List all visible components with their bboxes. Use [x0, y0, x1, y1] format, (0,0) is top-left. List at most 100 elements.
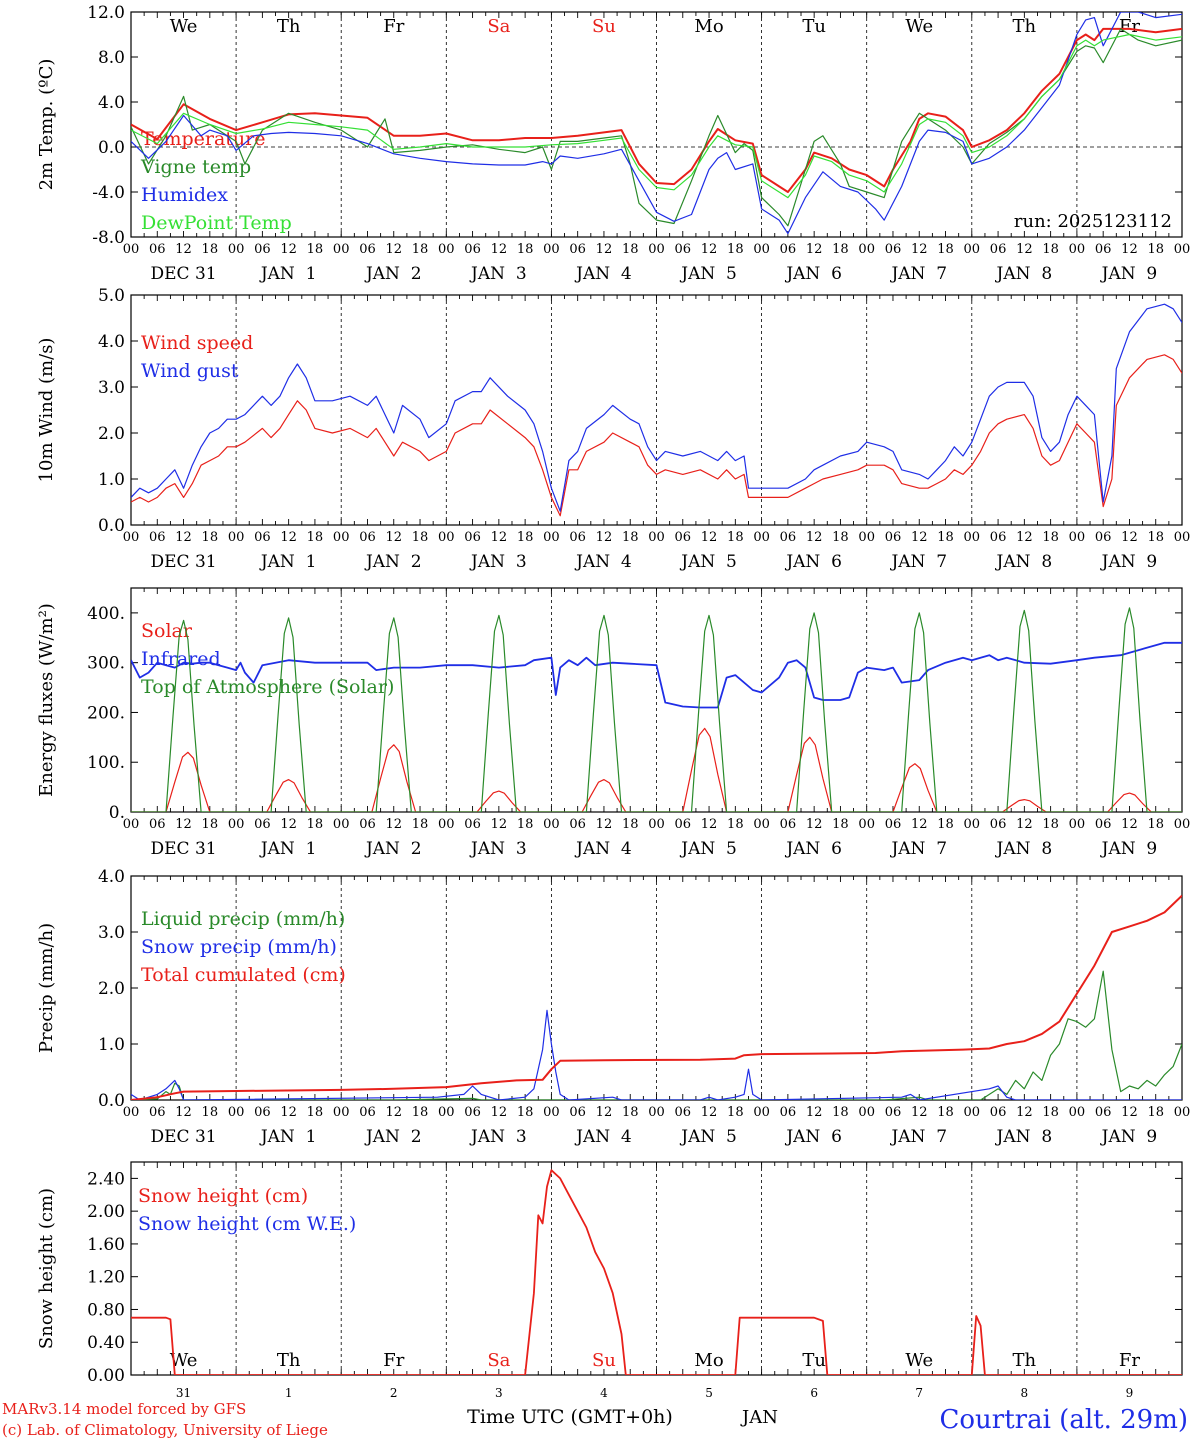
day-label: JAN 2 [364, 1127, 422, 1147]
series-line-infrared [131, 641, 1182, 709]
day-label: JAN 3 [469, 552, 527, 572]
y-tick-label: 3.0 [98, 923, 125, 943]
hour-label: 12 [806, 817, 823, 832]
day-label: JAN 7 [889, 264, 947, 284]
hour-label: 06 [885, 817, 902, 832]
day-label: JAN 3 [469, 264, 527, 284]
hour-label: 00 [964, 817, 981, 832]
y-tick-label: 0.40 [87, 1333, 125, 1353]
day-label: JAN 5 [679, 839, 737, 859]
hour-label: 18 [832, 242, 849, 257]
hour-label: 18 [412, 530, 429, 545]
day-label: JAN 1 [259, 264, 317, 284]
weekday-label: Su [592, 1350, 616, 1371]
day-number: 8 [1021, 1386, 1029, 1400]
y-tick-label: 1.0 [98, 1035, 125, 1055]
hour-label: 00 [1174, 1105, 1191, 1120]
weekday-label: We [905, 16, 933, 37]
hour-label: 18 [622, 817, 639, 832]
y-tick-label: -8.0 [92, 228, 125, 248]
panel-precip: 4.0 3.0 2.0 1.0 0.0 Precip (mm/h) 00 06 12 18 00 06… [36, 867, 1190, 1147]
location-title: Courtrai (alt. 29m) [940, 1405, 1189, 1435]
hour-label: 00 [543, 817, 560, 832]
day-label: JAN 2 [364, 264, 422, 284]
panel-frame [130, 11, 1183, 238]
hour-label: 12 [175, 817, 192, 832]
hour-label: 00 [333, 530, 350, 545]
hour-label: 12 [1016, 1105, 1033, 1120]
hour-label: 18 [937, 530, 954, 545]
hour-label: 12 [911, 242, 928, 257]
hour-label: 12 [911, 530, 928, 545]
hour-label: 18 [307, 817, 324, 832]
panels-group: 12.08.04.00.0-4.0-8.02m Temp. (ºC)00 06 12… [36, 3, 1190, 1400]
y-tick-label: 2.0 [98, 424, 125, 444]
hour-label: 18 [727, 817, 744, 832]
day-number: 31 [176, 1386, 191, 1400]
y-tick-label: 1.0 [98, 470, 125, 490]
hour-label: 18 [517, 530, 534, 545]
hour-label: 06 [254, 242, 271, 257]
panel-temp: 12.0 8.0 4.0 0.0 -4.0 -8.0 2m Temp. (ºC) 00 06 12… [36, 3, 1190, 284]
hour-label: 00 [1174, 530, 1191, 545]
hour-label: 06 [359, 1105, 376, 1120]
hour-label: 00 [1069, 1105, 1086, 1120]
legend-entry: Solar [141, 620, 193, 642]
hour-label: 12 [491, 817, 508, 832]
hour-label: 18 [412, 242, 429, 257]
hour-label: 12 [491, 242, 508, 257]
x-axis-title: Time UTC (GMT+0h) [467, 1406, 673, 1428]
hour-label: 12 [280, 530, 297, 545]
hour-label: 00 [858, 1105, 875, 1120]
hour-label: 00 [123, 242, 140, 257]
series-line-top-of-atmosphere-solar [131, 607, 1182, 812]
weekday-label: Fr [1119, 16, 1140, 37]
day-label: JAN 6 [784, 839, 842, 859]
hour-label: 06 [885, 1105, 902, 1120]
hour-label: 00 [228, 530, 245, 545]
y-tick-label: 0. [109, 803, 125, 823]
hour-label: 06 [149, 1105, 166, 1120]
day-label: JAN 6 [784, 1127, 842, 1147]
hour-label: 06 [359, 530, 376, 545]
weekday-label: Fr [383, 1350, 404, 1371]
day-label: JAN 6 [784, 264, 842, 284]
hour-label: 00 [1069, 530, 1086, 545]
hour-label: 18 [1147, 817, 1164, 832]
y-axis-label: 2m Temp. (ºC) [36, 59, 57, 191]
day-number: 7 [915, 1386, 923, 1400]
series-line-vigne-temp [131, 28, 1182, 227]
hour-label: 06 [780, 1105, 797, 1120]
hour-label: 00 [858, 817, 875, 832]
hour-label: 18 [307, 242, 324, 257]
hour-label: 18 [202, 242, 219, 257]
legend-entry: Humidex [141, 184, 228, 206]
hour-label: 18 [1042, 530, 1059, 545]
hour-label: 12 [175, 1105, 192, 1120]
hour-label: 18 [1042, 817, 1059, 832]
series-line-snow-precip-mm-h [131, 1009, 1182, 1100]
hour-ticks [130, 12, 1183, 237]
hour-label: 00 [543, 1105, 560, 1120]
weekday-label: Mo [694, 1350, 723, 1371]
hour-label: 06 [569, 817, 586, 832]
legend-entry: Wind gust [141, 360, 239, 382]
y-axis-label: Snow height (cm) [36, 1188, 57, 1349]
hour-label: 00 [753, 530, 770, 545]
day-label: JAN 4 [574, 552, 632, 572]
hour-label: 00 [964, 242, 981, 257]
hour-label: 00 [123, 530, 140, 545]
hour-label: 12 [1121, 242, 1138, 257]
hour-label: 18 [1042, 242, 1059, 257]
hour-label: 00 [438, 1105, 455, 1120]
hour-label: 06 [885, 242, 902, 257]
weekday-label: Sa [487, 1350, 510, 1371]
hour-label: 00 [1174, 242, 1191, 257]
hour-label: 06 [675, 242, 692, 257]
hour-label: 18 [727, 242, 744, 257]
y-tick-label: 0.0 [98, 1091, 125, 1111]
hour-label: 06 [569, 1105, 586, 1120]
hour-label: 06 [569, 242, 586, 257]
y-tick-label: 12.0 [87, 3, 125, 23]
legend-entry: Snow precip (mm/h) [141, 936, 337, 958]
